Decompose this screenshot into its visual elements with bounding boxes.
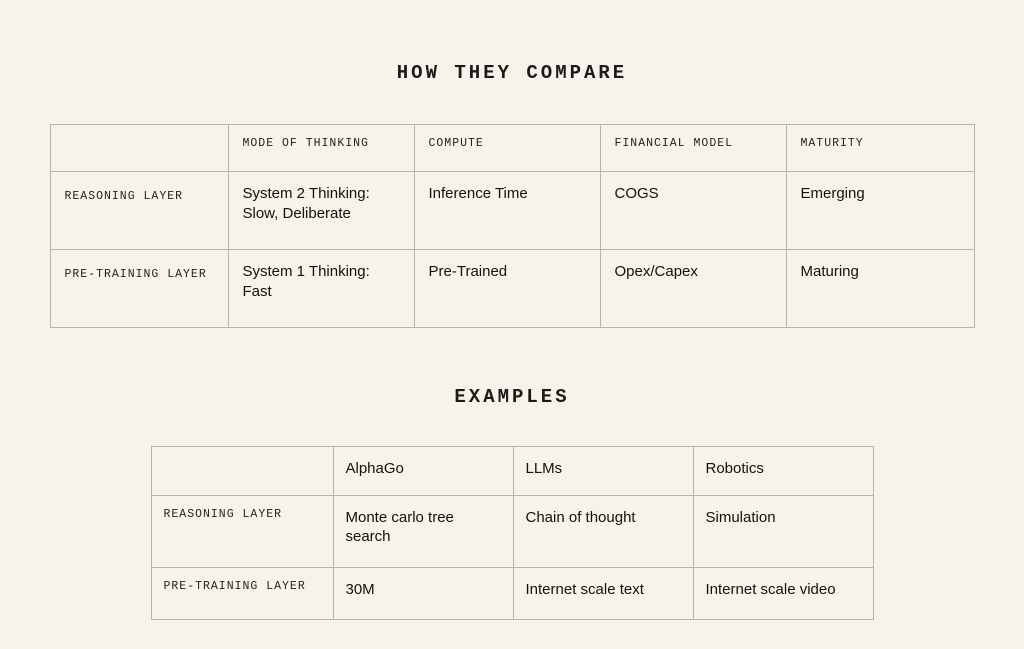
row-label-pretraining: PRE-TRAINING LAYER [50, 250, 228, 328]
cell: System 2 Thinking: Slow, Deliberate [228, 172, 414, 250]
table-row: PRE-TRAINING LAYER System 1 Thinking: Fa… [50, 250, 974, 328]
cell: Chain of thought [513, 495, 693, 567]
section2-title-wrap: EXAMPLES [0, 386, 1024, 408]
cell: Pre-Trained [414, 250, 600, 328]
table-header-row: AlphaGo LLMs Robotics [151, 447, 873, 496]
row-label-reasoning: REASONING LAYER [50, 172, 228, 250]
col-header-blank [151, 447, 333, 496]
cell: Opex/Capex [600, 250, 786, 328]
section2-title: EXAMPLES [0, 386, 1024, 408]
col-header-mode: MODE OF THINKING [228, 125, 414, 172]
col-header-blank [50, 125, 228, 172]
cell: Maturing [786, 250, 974, 328]
col-header-maturity: MATURITY [786, 125, 974, 172]
cell: Internet scale video [693, 567, 873, 620]
cell: Emerging [786, 172, 974, 250]
cell: Internet scale text [513, 567, 693, 620]
col-header-alphago: AlphaGo [333, 447, 513, 496]
cell: System 1 Thinking: Fast [228, 250, 414, 328]
cell: Inference Time [414, 172, 600, 250]
page: HOW THEY COMPARE MODE OF THINKING COMPUT… [0, 0, 1024, 649]
cell: 30M [333, 567, 513, 620]
row-label-pretraining: PRE-TRAINING LAYER [151, 567, 333, 620]
cell: Simulation [693, 495, 873, 567]
table-row: PRE-TRAINING LAYER 30M Internet scale te… [151, 567, 873, 620]
examples-table: AlphaGo LLMs Robotics REASONING LAYER Mo… [151, 446, 874, 620]
col-header-llms: LLMs [513, 447, 693, 496]
row-label-reasoning: REASONING LAYER [151, 495, 333, 567]
cell: COGS [600, 172, 786, 250]
section1-title: HOW THEY COMPARE [0, 62, 1024, 84]
col-header-compute: COMPUTE [414, 125, 600, 172]
col-header-robotics: Robotics [693, 447, 873, 496]
table-row: REASONING LAYER Monte carlo tree search … [151, 495, 873, 567]
table-row: REASONING LAYER System 2 Thinking: Slow,… [50, 172, 974, 250]
col-header-finance: FINANCIAL MODEL [600, 125, 786, 172]
compare-table: MODE OF THINKING COMPUTE FINANCIAL MODEL… [50, 124, 975, 328]
table-header-row: MODE OF THINKING COMPUTE FINANCIAL MODEL… [50, 125, 974, 172]
cell: Monte carlo tree search [333, 495, 513, 567]
